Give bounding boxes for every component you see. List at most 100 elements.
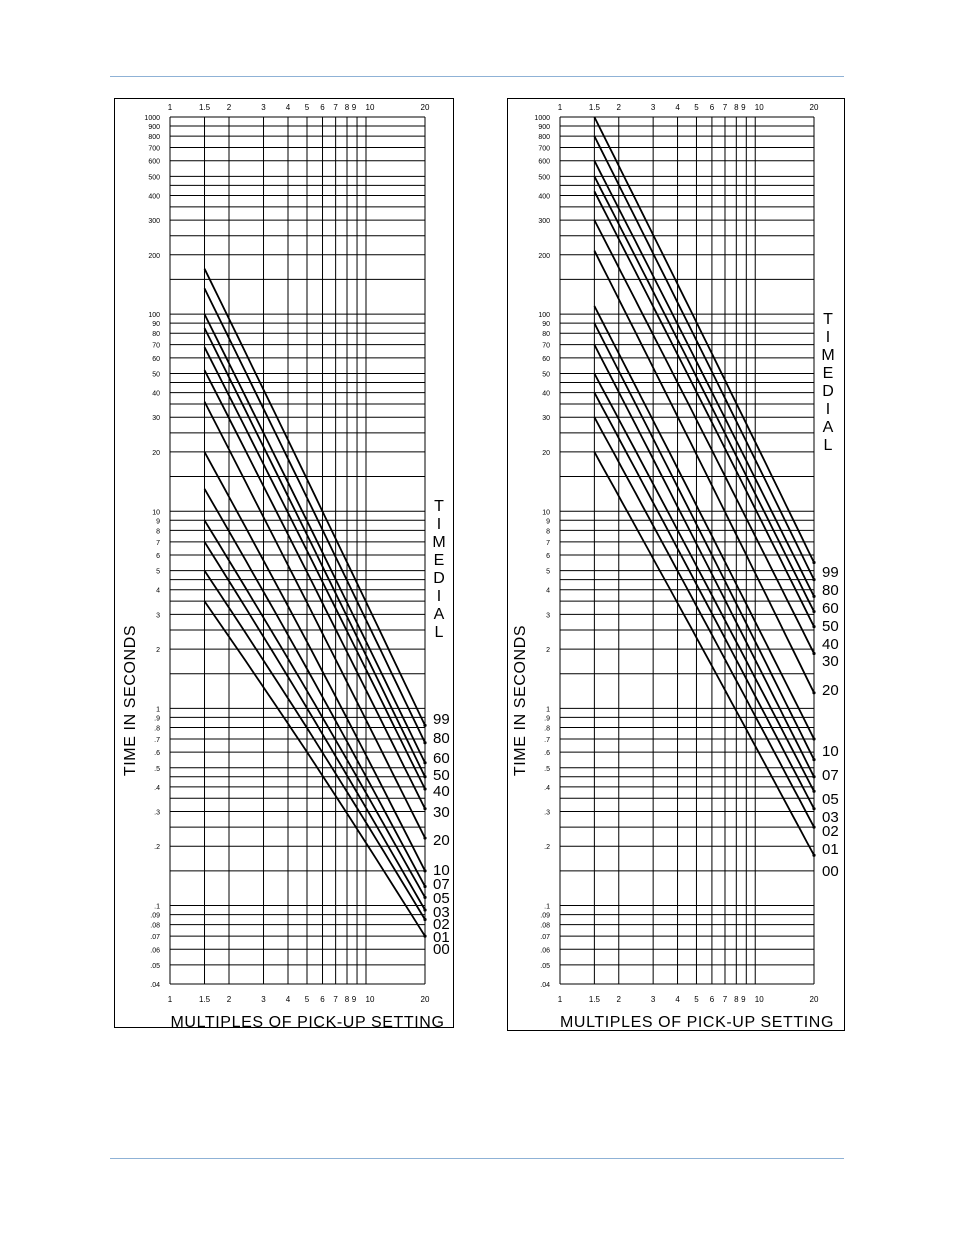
y-tick-label: 100 — [538, 312, 550, 319]
y-tick-label: .05 — [150, 963, 160, 970]
curve-end-point — [812, 625, 816, 629]
y-tick-label: .07 — [540, 934, 550, 941]
timedial-letter: T — [434, 498, 444, 515]
curve-timedial-10 — [203, 451, 426, 872]
timedial-label: 02 — [822, 823, 839, 840]
y-tick-label: .6 — [544, 750, 550, 757]
timedial-letter: L — [435, 624, 444, 641]
curves — [203, 268, 427, 938]
x-tick-label-top: 4 — [286, 103, 291, 112]
x-tick-label-top: 1 — [558, 103, 563, 112]
y-tick-label: 10 — [542, 509, 550, 516]
curve-end-point — [812, 651, 816, 656]
y-tick-label: 200 — [148, 253, 160, 260]
timedial-label: 00 — [822, 863, 839, 880]
y-tick-label: 7 — [156, 540, 160, 547]
timedial-label: 05 — [433, 890, 450, 907]
x-tick-label-top: 6 — [710, 103, 715, 112]
curve-timedial-30 — [203, 369, 426, 810]
time-curve-plot-left: 111.51.522334455667788991010202010009008… — [122, 103, 450, 1031]
curve-timedial-01 — [203, 600, 426, 937]
y-tick-label: .5 — [154, 766, 160, 773]
timedial-label: 30 — [433, 804, 450, 821]
timedial-letter: I — [826, 329, 830, 346]
curve-end-point — [423, 884, 427, 889]
y-tick-label: 1000 — [144, 115, 160, 122]
y-tick-label: 90 — [542, 321, 550, 328]
y-tick-label: 30 — [542, 415, 550, 422]
y-tick-label: 400 — [538, 193, 550, 200]
y-tick-label: 700 — [538, 146, 550, 153]
y-tick-label: 4 — [156, 588, 160, 595]
y-tick-label: 80 — [542, 331, 550, 338]
curve-timedial-50 — [203, 327, 426, 778]
timedial-label: 07 — [822, 767, 839, 784]
y-tick-label: 5 — [546, 569, 550, 576]
timedial-label: 30 — [822, 653, 839, 670]
timedial-letter: I — [437, 588, 441, 605]
x-tick-label-bottom: 1 — [168, 995, 173, 1004]
y-tick-label: .06 — [540, 947, 550, 954]
curve-timedial-02 — [203, 570, 426, 920]
time-curve-plot-right: 111.51.522334455667788991010202010009008… — [512, 103, 839, 1031]
y-tick-label: 40 — [152, 391, 160, 398]
timedial-label: 50 — [822, 618, 839, 635]
curve-timedial-03 — [203, 541, 426, 911]
timedial-letter: T — [823, 311, 833, 328]
curve-end-point — [812, 594, 816, 598]
timedial-label: 99 — [822, 564, 839, 581]
x-tick-label-bottom: 8 — [734, 995, 739, 1004]
y-tick-label: .7 — [154, 737, 160, 744]
grid — [169, 116, 426, 985]
y-tick-label: .09 — [540, 913, 550, 920]
curve-end-point — [423, 761, 427, 765]
curve-timedial-02 — [593, 392, 815, 810]
curve-end-point — [812, 578, 816, 582]
curve-end-point — [812, 691, 816, 695]
curve-timedial-60 — [593, 160, 815, 597]
y-tick-label: 50 — [542, 371, 550, 378]
x-tick-label-bottom: 10 — [366, 995, 375, 1004]
y-tick-label: .8 — [154, 726, 160, 733]
y-tick-label: 9 — [546, 518, 550, 525]
timedial-label: 01 — [822, 841, 839, 858]
y-tick-label: 6 — [156, 553, 160, 560]
y-tick-label: 700 — [148, 146, 160, 153]
y-tick-label: .5 — [544, 766, 550, 773]
y-tick-label: 400 — [148, 193, 160, 200]
curve-timedial-99 — [203, 268, 426, 726]
timedial-label: 10 — [433, 862, 450, 879]
curves — [593, 116, 816, 857]
timedial-letter: M — [821, 347, 834, 364]
curve-end-point — [812, 789, 816, 793]
timedial-label: 80 — [822, 582, 839, 599]
timedial-label: 20 — [433, 832, 450, 849]
x-tick-label-bottom: 7 — [333, 995, 338, 1004]
header-rule — [110, 76, 844, 77]
timedial-label: 20 — [822, 682, 839, 699]
x-tick-label-top: 20 — [421, 103, 430, 112]
y-tick-label: .7 — [544, 737, 550, 744]
curve-timedial-80 — [203, 288, 426, 744]
y-tick-label: 80 — [152, 331, 160, 338]
y-tick-label: 70 — [152, 343, 160, 350]
y-tick-label: 900 — [538, 124, 550, 131]
y-tick-label: .8 — [544, 726, 550, 733]
y-tick-label: 600 — [538, 159, 550, 166]
time-curve-chart-left: 1 1 1.5 1.5 2 2 3 3 4 4 5 5 6 6 7 7 8 8 9 9 10 10 20 20 1000 900 8… — [114, 98, 454, 1031]
x-tick-label-top: 3 — [261, 103, 266, 112]
curve-timedial-40 — [593, 190, 815, 628]
timedial-label: 07 — [433, 876, 450, 893]
y-tick-label: 20 — [152, 450, 160, 457]
x-tick-label-bottom: 6 — [710, 995, 715, 1004]
x-tick-label-bottom: 5 — [305, 995, 310, 1004]
x-tick-label-bottom: 2 — [617, 995, 622, 1004]
y-tick-label: 5 — [156, 569, 160, 576]
y-tick-label: .04 — [540, 982, 550, 989]
x-tick-label-top: 1 — [168, 103, 173, 112]
timedial-label: 10 — [822, 743, 839, 760]
curve-timedial-05 — [203, 519, 426, 898]
y-tick-label: .6 — [154, 750, 160, 757]
